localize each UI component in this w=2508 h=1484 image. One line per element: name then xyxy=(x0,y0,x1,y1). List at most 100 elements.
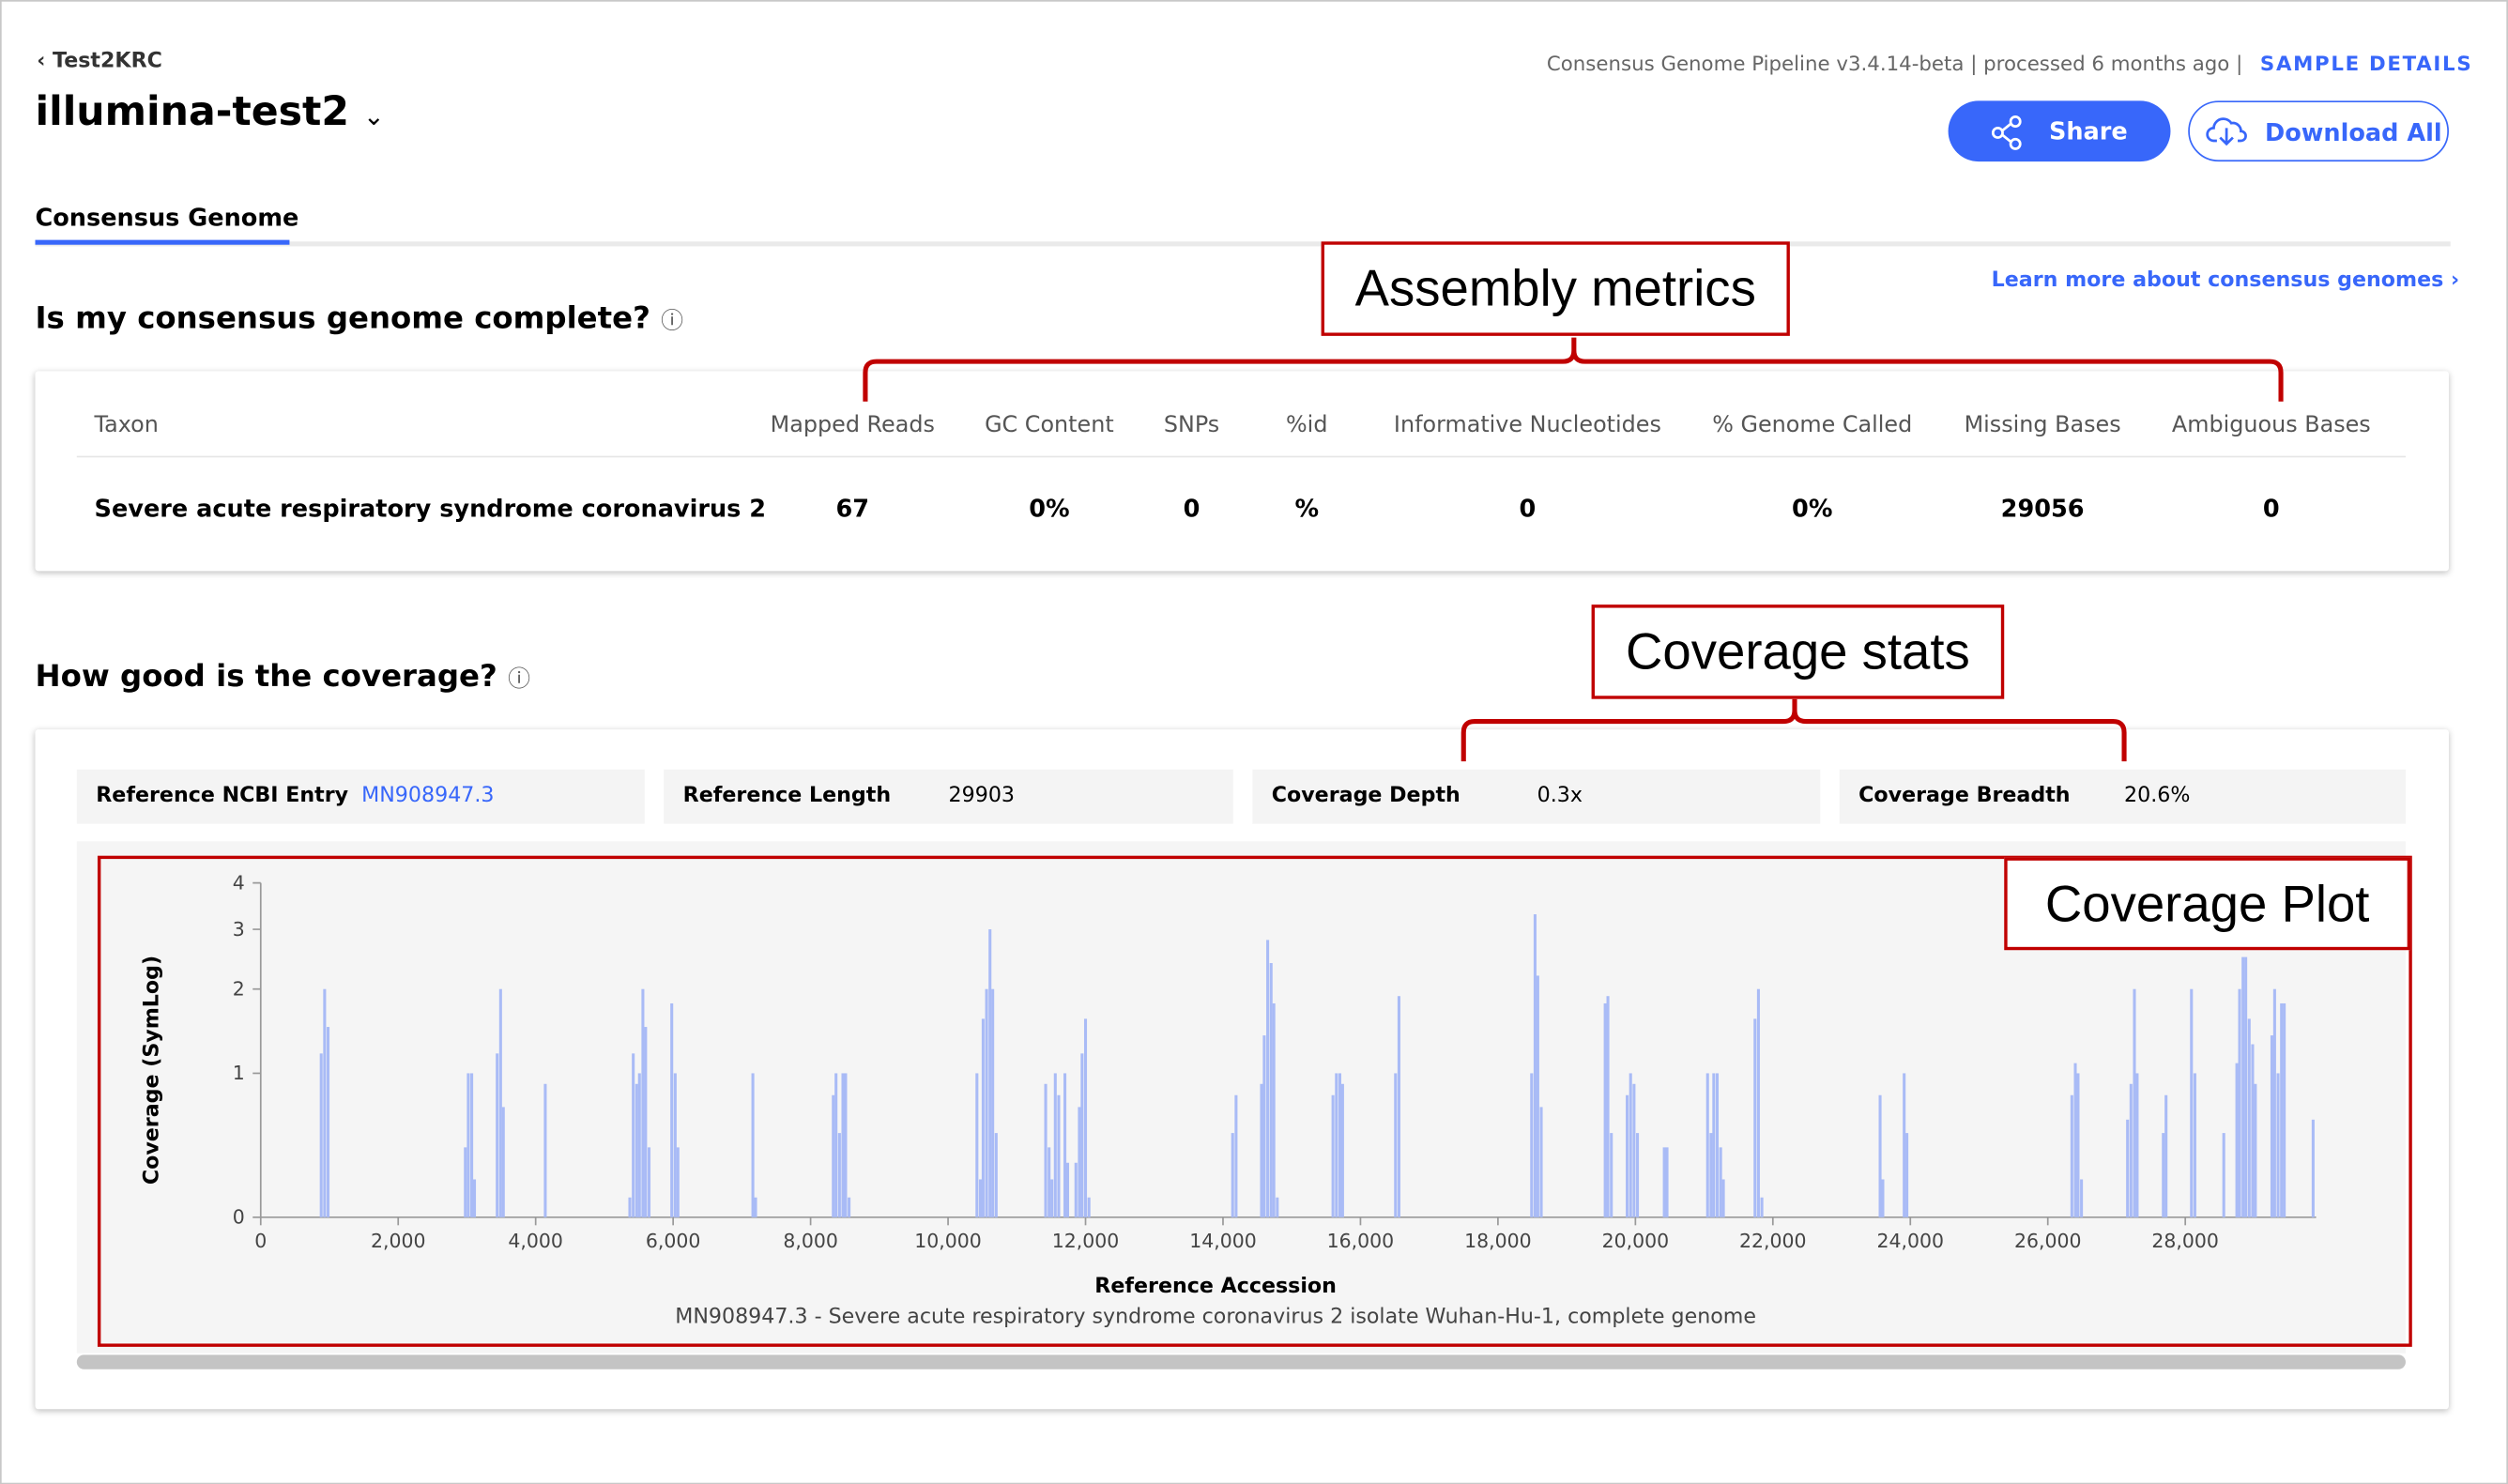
x-axis-title: Reference Accession xyxy=(1094,1274,1337,1298)
share-icon xyxy=(1991,115,2022,150)
x-tick-label: 28,000 xyxy=(2151,1230,2219,1252)
coverage-bar xyxy=(1665,1147,1669,1217)
coverage-bar xyxy=(832,1094,835,1217)
coverage-bar xyxy=(1048,1147,1051,1217)
coverage-bar xyxy=(1756,988,1760,1217)
tab[interactable]: Consensus Genome xyxy=(35,203,299,233)
stat-label: Reference NCBI Entry xyxy=(96,784,349,808)
coverage-bar xyxy=(848,1197,851,1217)
pipeline-info: Consensus Genome Pipeline v3.4.14-beta |… xyxy=(1546,51,2243,76)
info-icon[interactable]: ⓘ xyxy=(661,308,684,335)
learn-more-link[interactable]: Learn more about consensus genomes › xyxy=(1991,268,2460,293)
coverage-bar xyxy=(1338,1073,1341,1217)
coverage-bar xyxy=(2222,1133,2225,1217)
breadcrumb[interactable]: ‹ Test2KRC xyxy=(37,50,162,74)
share-button[interactable]: Share xyxy=(1948,100,2171,162)
coverage-bar xyxy=(751,1073,755,1217)
coverage-bar xyxy=(837,1133,841,1217)
scrollbar[interactable] xyxy=(76,1354,2406,1369)
coverage-bar xyxy=(2164,1094,2168,1217)
learn-more-text[interactable]: Learn more about consensus genomes xyxy=(1991,268,2444,293)
tab-active-bar xyxy=(35,239,290,245)
coverage-bar xyxy=(543,1083,547,1217)
column-header: GC Content xyxy=(985,412,1114,438)
stat-label: Coverage Depth xyxy=(1271,784,1460,808)
coverage-bar xyxy=(2135,1073,2139,1217)
coverage-bar xyxy=(2070,1094,2073,1217)
coverage-bar xyxy=(1050,1179,1054,1217)
coverage-bar xyxy=(2129,1083,2133,1217)
coverage-bar xyxy=(994,1133,998,1217)
x-tick-label: 20,000 xyxy=(1602,1230,1670,1252)
coverage-bar xyxy=(981,1018,985,1217)
coverage-bar xyxy=(2235,1063,2239,1217)
column-header: Taxon xyxy=(94,412,159,438)
coverage-bar xyxy=(1260,1083,1263,1217)
table-cell: 0 xyxy=(1519,494,1537,524)
coverage-bar xyxy=(670,1002,674,1217)
coverage-bar xyxy=(2080,1179,2084,1217)
y-tick-label: 2 xyxy=(233,978,245,1001)
coverage-bar xyxy=(676,1147,680,1217)
coverage-bar xyxy=(1044,1083,1048,1217)
coverage-bar xyxy=(464,1147,467,1217)
coverage-bar xyxy=(985,988,988,1217)
table-cell: Severe acute respiratory syndrome corona… xyxy=(94,494,767,524)
x-tick-label: 0 xyxy=(254,1230,267,1252)
chart-subtitle: MN908947.3 - Severe acute respiratory sy… xyxy=(675,1304,1756,1328)
sample-name[interactable]: illumina-test2 ⌄ xyxy=(35,88,384,134)
annotation-label: Coverage stats xyxy=(1591,604,2005,699)
table-cell: 0 xyxy=(1183,494,1200,524)
coverage-bar xyxy=(1053,1073,1057,1217)
coverage-bar xyxy=(1340,1083,1344,1217)
coverage-bar xyxy=(498,988,502,1217)
coverage-bar xyxy=(1063,1073,1067,1217)
table-cell: 67 xyxy=(835,494,870,524)
coverage-bar xyxy=(1234,1094,1238,1217)
column-header: %id xyxy=(1286,412,1328,438)
coverage-bar xyxy=(2311,1119,2315,1217)
dropdown-caret[interactable]: ⌄ xyxy=(362,100,385,131)
share-label[interactable]: Share xyxy=(2048,116,2128,146)
metrics-card xyxy=(35,371,2449,572)
download-button[interactable]: Download All xyxy=(2188,100,2449,162)
section-title: How good is the coverage? xyxy=(35,659,497,695)
table-rule xyxy=(76,455,2406,458)
coverage-bar xyxy=(323,988,327,1217)
coverage-bar xyxy=(2190,988,2194,1217)
coverage-bar xyxy=(1662,1147,1666,1217)
column-header: Ambiguous Bases xyxy=(2171,412,2371,438)
coverage-bar xyxy=(673,1073,677,1217)
coverage-bar xyxy=(2193,1073,2196,1217)
coverage-bar xyxy=(1753,1018,1757,1217)
coverage-bar xyxy=(1629,1073,1632,1217)
sample-name-text[interactable]: illumina-test2 xyxy=(35,87,350,135)
coverage-bar xyxy=(1262,1035,1266,1217)
section-title: Is my consensus genome complete? xyxy=(35,300,650,336)
coverage-bar xyxy=(2276,1073,2280,1217)
sample-details-link[interactable]: SAMPLE DETAILS xyxy=(2259,51,2473,76)
coverage-bar xyxy=(1276,1197,1279,1217)
coverage-bar xyxy=(2073,1063,2077,1217)
stat-box: Reference Length 29903 xyxy=(664,769,1233,824)
annotation-label: Assembly metrics xyxy=(1321,241,1790,336)
coverage-bar xyxy=(2162,1133,2165,1217)
download-label[interactable]: Download All xyxy=(2265,118,2442,147)
breadcrumb-text[interactable]: Test2KRC xyxy=(53,49,162,74)
info-icon[interactable]: ⓘ xyxy=(508,666,530,693)
stat-link[interactable]: MN908947.3 xyxy=(361,784,495,808)
coverage-bar xyxy=(628,1197,632,1217)
coverage-bar xyxy=(1078,1107,1081,1217)
x-tick-label: 18,000 xyxy=(1464,1230,1532,1252)
coverage-bar xyxy=(2283,1002,2286,1217)
coverage-bar xyxy=(2272,988,2276,1217)
stat-value: 29903 xyxy=(948,784,1016,808)
coverage-bar xyxy=(1760,1197,1764,1217)
coverage-bar xyxy=(1231,1133,1234,1217)
coverage-bar xyxy=(1530,1073,1534,1217)
coverage-bar xyxy=(1881,1179,1885,1217)
coverage-bar xyxy=(978,1179,983,1217)
coverage-bar xyxy=(841,1073,845,1217)
